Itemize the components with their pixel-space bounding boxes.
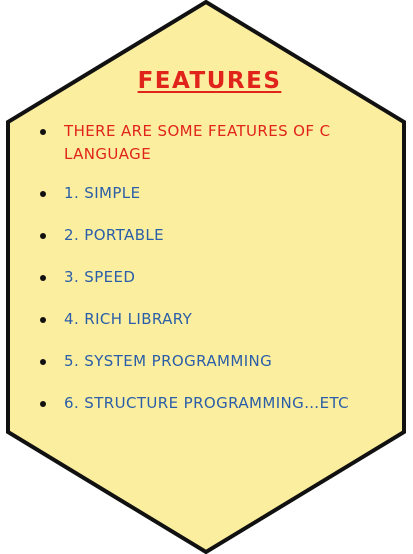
bullet-icon	[40, 233, 46, 239]
bullet-icon	[40, 129, 46, 135]
list-item-text: 2. PORTABLE	[64, 226, 165, 244]
list-item-text: 1. SIMPLE	[64, 184, 141, 202]
list-item-rich-library: 4. RICH LIBRARY	[36, 308, 386, 331]
list-item-text: 6. STRUCTURE PROGRAMMING…ETC	[64, 394, 350, 412]
hexagon-outline	[6, 0, 406, 554]
list-item-system-programming: 5. SYSTEM PROGRAMMING	[36, 350, 386, 373]
list-item-intro: THERE ARE SOME FEATURES OF C LANGUAGE	[36, 120, 386, 166]
feature-list: THERE ARE SOME FEATURES OF C LANGUAGE 1.…	[36, 120, 386, 434]
list-item-text: 4. RICH LIBRARY	[64, 310, 193, 328]
bullet-icon	[40, 317, 46, 323]
bullet-icon	[40, 359, 46, 365]
bullet-icon	[40, 275, 46, 281]
bullet-icon	[40, 191, 46, 197]
list-item-text: 5. SYSTEM PROGRAMMING	[64, 352, 273, 370]
list-item-text: 3. SPEED	[64, 268, 136, 286]
title-text: FEATURES	[137, 68, 282, 94]
list-item-speed: 3. SPEED	[36, 266, 386, 289]
bullet-icon	[40, 401, 46, 407]
list-item-text: THERE ARE SOME FEATURES OF C LANGUAGE	[64, 122, 331, 163]
page-title: FEATURES	[0, 68, 413, 94]
list-item-portable: 2. PORTABLE	[36, 224, 386, 247]
list-item-simple: 1. SIMPLE	[36, 182, 386, 205]
list-item-structure-programming: 6. STRUCTURE PROGRAMMING…ETC	[36, 392, 386, 415]
